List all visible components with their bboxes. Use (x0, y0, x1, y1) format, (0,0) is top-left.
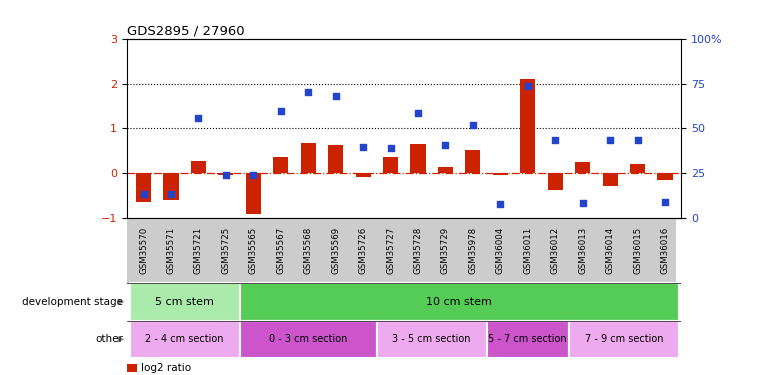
Bar (630, 164, 645, 173)
Text: GSM35727: GSM35727 (386, 226, 395, 274)
Point (494, 201, 507, 207)
Bar (356, 173, 370, 177)
Point (439, 142, 451, 148)
Bar (521, 79, 535, 173)
Text: 2 - 4 cm section: 2 - 4 cm section (146, 334, 224, 344)
Bar (163, 173, 179, 200)
Text: GSM35568: GSM35568 (303, 226, 313, 274)
Text: GSM36016: GSM36016 (661, 226, 669, 274)
Text: log2 ratio: log2 ratio (141, 363, 191, 373)
Bar (658, 173, 672, 180)
Bar (239, 283, 678, 321)
Text: development stage: development stage (22, 297, 123, 307)
Point (384, 146, 397, 152)
Text: GSM35978: GSM35978 (468, 227, 477, 274)
Bar (191, 160, 206, 173)
Point (659, 199, 671, 205)
Text: 10 cm stem: 10 cm stem (427, 297, 492, 307)
Text: GSM35567: GSM35567 (276, 226, 285, 274)
Bar (136, 173, 151, 202)
Point (357, 144, 370, 150)
Text: 3 - 5 cm section: 3 - 5 cm section (393, 334, 471, 344)
Text: GSM36012: GSM36012 (551, 226, 560, 274)
Text: GSM35569: GSM35569 (331, 227, 340, 274)
Text: GSM35725: GSM35725 (221, 226, 230, 274)
Point (275, 108, 287, 114)
Point (467, 122, 479, 128)
Text: GSM35571: GSM35571 (166, 226, 176, 274)
Bar (547, 173, 563, 190)
Text: 0 - 3 cm section: 0 - 3 cm section (269, 334, 347, 344)
Point (247, 172, 259, 178)
Point (604, 137, 616, 143)
Bar (239, 321, 377, 358)
Bar (569, 321, 678, 358)
Text: 5 cm stem: 5 cm stem (156, 297, 214, 307)
Point (412, 110, 424, 116)
Text: 5 - 7 cm section: 5 - 7 cm section (488, 334, 567, 344)
Bar (465, 150, 480, 173)
Bar (219, 173, 233, 175)
Bar (575, 162, 590, 173)
Text: GSM36011: GSM36011 (524, 226, 532, 274)
Bar (273, 158, 288, 173)
Bar (328, 146, 343, 173)
Point (330, 93, 342, 99)
Text: GSM35729: GSM35729 (441, 227, 450, 274)
Bar (300, 143, 316, 173)
Text: GSM35728: GSM35728 (413, 226, 423, 274)
Text: GSM36004: GSM36004 (496, 226, 505, 274)
Bar (410, 144, 426, 173)
Text: other: other (95, 334, 123, 344)
Point (219, 172, 232, 178)
Bar (383, 158, 398, 173)
Point (577, 200, 589, 206)
Text: GSM35721: GSM35721 (194, 226, 203, 274)
Bar (603, 173, 618, 186)
Text: GSM35565: GSM35565 (249, 226, 258, 274)
Text: GSM36013: GSM36013 (578, 226, 588, 274)
Text: GSM35570: GSM35570 (139, 226, 148, 274)
Text: 7 - 9 cm section: 7 - 9 cm section (584, 334, 663, 344)
Text: GSM36015: GSM36015 (633, 226, 642, 274)
Text: GSM35726: GSM35726 (359, 226, 367, 274)
Bar (493, 173, 508, 175)
Bar (130, 283, 239, 321)
Text: GSM36014: GSM36014 (605, 226, 614, 274)
Point (549, 137, 561, 143)
Bar (130, 321, 239, 358)
Bar (377, 321, 487, 358)
Bar (438, 167, 453, 173)
Bar (246, 173, 261, 214)
Bar (487, 321, 569, 358)
Point (192, 115, 205, 121)
Text: GDS2895 / 27960: GDS2895 / 27960 (127, 24, 245, 38)
Point (521, 83, 534, 89)
Point (165, 191, 177, 197)
Point (631, 137, 644, 143)
Point (302, 89, 314, 95)
Point (137, 191, 149, 197)
